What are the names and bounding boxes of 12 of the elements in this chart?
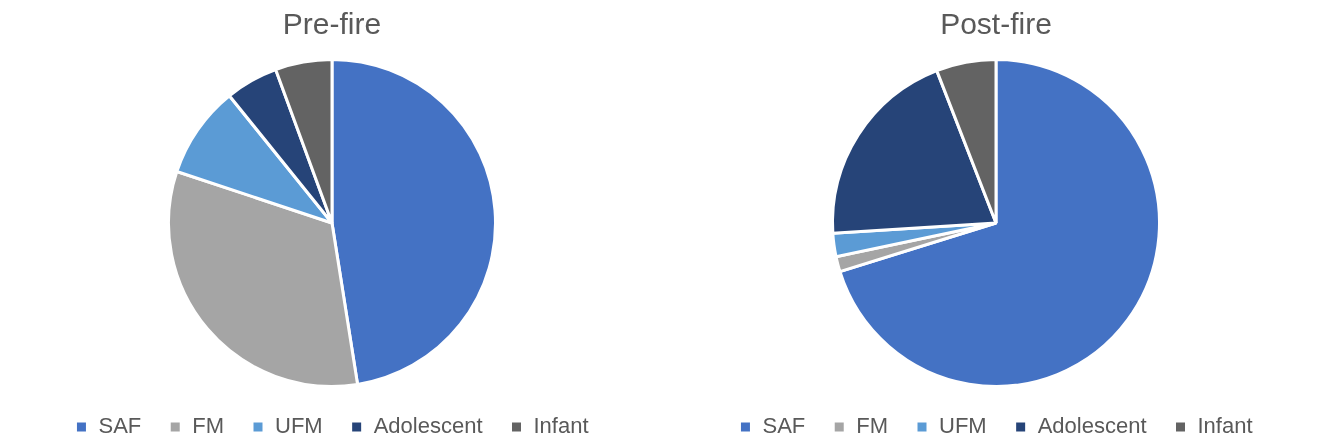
legend-label: FM (192, 413, 224, 439)
chart-title: Pre-fire (282, 7, 382, 41)
legend-label: FM (856, 413, 888, 439)
legend-label: SAF (98, 413, 142, 439)
legend-label: UFM (939, 413, 987, 439)
legend-label: Adolescent (1037, 413, 1147, 439)
legend-label: Infant (533, 413, 589, 439)
legend-label: Adolescent (373, 413, 483, 439)
legend-label: UFM (275, 413, 323, 439)
chart-title: Post-fire (940, 7, 1052, 41)
legend-label: Infant (1197, 413, 1253, 439)
legend-label: SAF (762, 413, 806, 439)
